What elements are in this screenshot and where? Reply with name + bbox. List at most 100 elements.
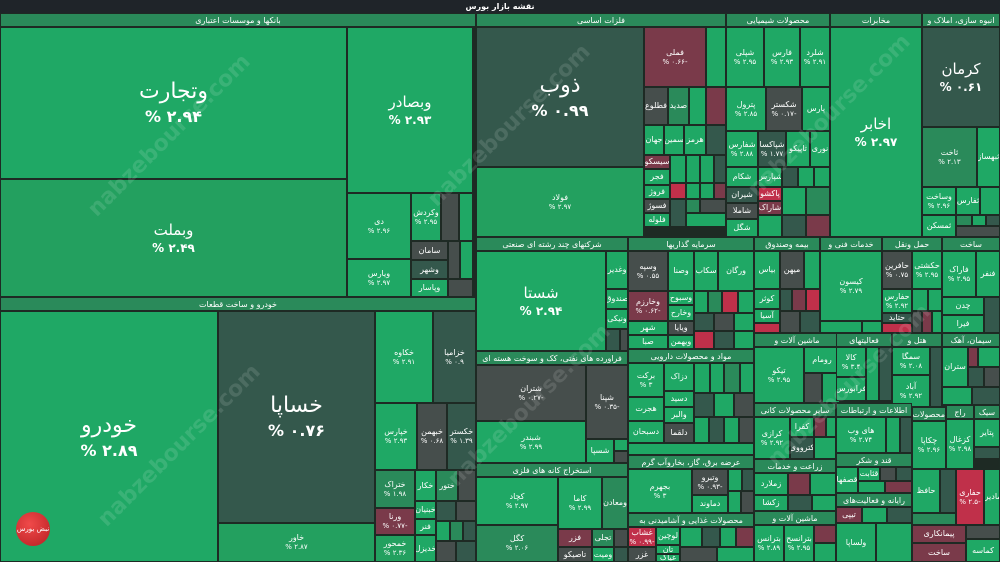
tile-small[interactable]	[734, 313, 754, 331]
tile-vmaaden[interactable]: ومعادن	[602, 477, 628, 529]
tile-small[interactable]	[814, 417, 826, 437]
tile-small[interactable]	[928, 289, 942, 311]
tile-small[interactable]	[882, 323, 912, 333]
tile-akhaber[interactable]: اخابر ۲.۹۷ %	[830, 27, 922, 237]
tile-small[interactable]	[739, 417, 754, 443]
tile-ptayer[interactable]: پتایر	[974, 419, 1000, 447]
tile-fsooz[interactable]: فسوژ	[644, 199, 670, 213]
tile-small[interactable]	[702, 527, 720, 547]
tile-small[interactable]	[714, 155, 726, 183]
tile-shiran[interactable]: شیران	[726, 187, 758, 203]
tile-kchad[interactable]: کچاد ۲.۹۷ %	[476, 477, 558, 525]
tile-hafez[interactable]: حافظ	[912, 469, 940, 513]
tile-kala[interactable]: کالا ۳.۴ %	[836, 347, 866, 377]
tile-ghazar[interactable]: غزر	[628, 547, 656, 562]
tile-small[interactable]	[912, 311, 922, 333]
tile-khavar[interactable]: خاور ۲.۸۷ %	[218, 523, 375, 562]
tile-tan[interactable]: تان	[656, 545, 680, 554]
tile-small[interactable]	[814, 437, 836, 459]
tile-small[interactable]	[714, 183, 726, 199]
tile-small[interactable]	[972, 387, 1000, 405]
tile-sekab[interactable]: سکاب	[694, 251, 718, 291]
tile-fira[interactable]: فیرا	[942, 315, 984, 333]
tile-small[interactable]	[798, 167, 814, 187]
tile-tajali[interactable]: تجلی	[592, 529, 614, 547]
tile-small[interactable]	[706, 125, 726, 155]
tile-small[interactable]	[694, 291, 708, 313]
tile-sisco[interactable]: سیسکو	[644, 155, 670, 169]
tile-vsabouh[interactable]: وسبوح	[668, 291, 694, 305]
tile-vsena[interactable]: وصنا	[668, 251, 694, 291]
tile-small[interactable]	[820, 321, 862, 333]
sector-header[interactable]: شرکتهای چند رشته ای صنعتی	[476, 237, 628, 251]
tile-vbsader[interactable]: وبصادر ۲.۹۳ %	[347, 27, 473, 193]
tile-small[interactable]	[968, 367, 984, 387]
tile-small[interactable]	[722, 291, 738, 313]
tile-sandoogh[interactable]: صندوق	[606, 289, 628, 309]
tile-small[interactable]	[441, 193, 459, 241]
tile-small[interactable]	[700, 155, 714, 183]
sector-header[interactable]: بانکها و موسسات اعتباری	[0, 13, 476, 27]
tile-small[interactable]	[728, 491, 741, 513]
tile-small[interactable]	[886, 417, 900, 453]
tile-shahr[interactable]: شهر	[628, 321, 668, 335]
tile-kama[interactable]: کاما ۲.۹۹ %	[558, 477, 602, 529]
tile-bias[interactable]: بیاس	[754, 251, 780, 289]
tile-setran[interactable]: ستران	[942, 347, 968, 387]
tile-tipi[interactable]: تیپی	[836, 507, 862, 523]
tile-vorgan[interactable]: ورگان	[718, 251, 754, 291]
tile-small[interactable]	[463, 521, 476, 541]
tile-small[interactable]	[670, 155, 686, 183]
tile-small[interactable]	[614, 529, 628, 547]
tile-small[interactable]	[754, 323, 780, 333]
tile-small[interactable]	[686, 199, 700, 213]
tile-small[interactable]	[680, 547, 717, 562]
tile-small[interactable]	[814, 167, 830, 187]
tile-ftolu[interactable]: فطلوع	[644, 87, 668, 125]
sector-header[interactable]: راج	[946, 405, 974, 419]
tile-hafari[interactable]: حفاری -۲.۵ %	[956, 469, 984, 525]
tile-small[interactable]	[614, 451, 628, 463]
tile-sharak[interactable]: شاراک	[758, 201, 782, 215]
tile-romam[interactable]: رومام	[804, 347, 840, 373]
tile-vsakht[interactable]: وساخت ۲.۹۶ %	[922, 187, 956, 215]
tile-zmolard[interactable]: زملارد	[754, 473, 788, 495]
tile-vshahr[interactable]: وشهر	[411, 260, 448, 279]
tile-saba[interactable]: صبا	[628, 335, 668, 349]
tile-kerman[interactable]: کرمان ۰.۶۱ %	[922, 27, 1000, 127]
tile-shetran[interactable]: شتران -۰.۲۷ %	[476, 365, 586, 421]
sector-header[interactable]: حمل ونقل	[882, 237, 942, 251]
tile-fajr[interactable]: فجر	[644, 169, 670, 185]
tile-small[interactable]	[806, 187, 830, 215]
tile-small[interactable]	[866, 347, 879, 401]
sector-header[interactable]: رایانه و فعالیت‌های	[836, 493, 912, 507]
tile-small[interactable]	[436, 521, 450, 541]
tile-kmaseh[interactable]: کماسه	[966, 539, 1000, 562]
tile-hormoz[interactable]: هرمز	[684, 125, 706, 155]
tile-damavand[interactable]: دماوند	[692, 495, 728, 513]
tile-dsobhan[interactable]: دسبحان	[628, 421, 664, 443]
tile-vkharazm[interactable]: وخارزم -۰.۶۲ %	[628, 291, 668, 321]
sector-header[interactable]: مواد و محصولات دارویی	[628, 349, 754, 363]
tile-sakhte[interactable]: ساخت	[912, 543, 966, 562]
tile-karazi[interactable]: کرازی ۲.۹۲ %	[754, 417, 790, 459]
tile-vsepah[interactable]: وسپه ۰.۵۵ %	[628, 251, 668, 291]
tile-khkaveh[interactable]: خکاوه ۲.۹۱ %	[375, 311, 433, 403]
tile-btransh[interactable]: بترانسح ۲.۹۵ %	[784, 525, 814, 562]
tile-noori[interactable]: نوری	[810, 131, 830, 167]
tile-small[interactable]	[788, 495, 812, 511]
tile-small[interactable]	[694, 313, 714, 331]
tile-vlsapa[interactable]: ولساپا	[836, 523, 876, 562]
tile-small[interactable]	[706, 27, 726, 87]
tile-small[interactable]	[694, 393, 714, 417]
tile-small[interactable]	[620, 329, 628, 351]
tile-hejrat[interactable]: هجرت	[628, 397, 664, 421]
tile-small[interactable]	[792, 289, 806, 311]
tile-jahan[interactable]: جهان	[644, 125, 664, 155]
tile-ghesfaha[interactable]: قصفها	[836, 467, 858, 493]
sector-header[interactable]: محصولات	[912, 407, 946, 421]
tile-flooleh[interactable]: فلوله	[644, 213, 670, 227]
sector-header[interactable]: عرضه برق، گاز، بخاروآب گرم	[628, 455, 754, 469]
tile-chadan[interactable]: چدن	[942, 297, 984, 315]
tile-zkesht[interactable]: زکشا	[754, 495, 788, 511]
